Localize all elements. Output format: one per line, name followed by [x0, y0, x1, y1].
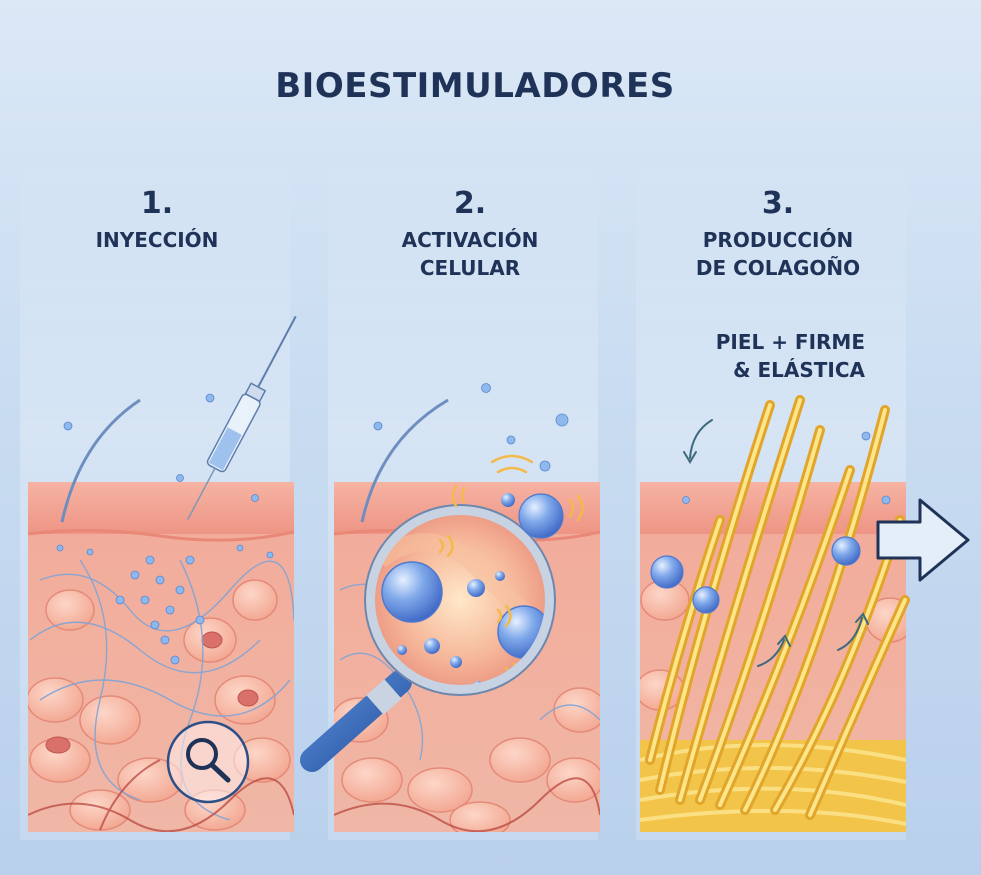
- step-1-label: INYECCIÓN: [37, 226, 277, 254]
- step-2-label: ACTIVACIÓN CELULAR: [350, 226, 590, 282]
- step-3-label-line-1: PRODUCCIÓN: [702, 228, 854, 252]
- step-3-label-line-2: DE COLAGOÑO: [695, 256, 861, 280]
- right-arrow-icon: [876, 498, 970, 582]
- step-2-number: 2.: [453, 186, 487, 221]
- benefit-text: PIEL + FIRME & ELÁSTICA: [680, 328, 865, 384]
- collagen-bundle: [645, 395, 910, 820]
- magnifier-badge-icon: [166, 720, 250, 804]
- step-1-label-line-1: INYECCIÓN: [95, 228, 219, 252]
- floating-droplets-3: [682, 431, 891, 505]
- magnifying-glass-icon: [300, 504, 556, 772]
- benefit-line-2: & ELÁSTICA: [733, 358, 865, 382]
- rotation-arrows: [683, 419, 869, 667]
- step-3-number: 3.: [761, 186, 795, 221]
- floating-droplets: [63, 383, 569, 502]
- diagram-title: BIOESTIMULADORES: [275, 66, 675, 106]
- syringe-icon: [187, 315, 297, 520]
- hair-strand-1: [60, 398, 141, 523]
- skin-panel-injection: [28, 482, 294, 832]
- activated-cells: [451, 454, 584, 539]
- hair-strand-2: [360, 398, 449, 523]
- step-3-label: PRODUCCIÓN DE COLAGOÑO: [658, 226, 898, 282]
- step-2-label-line-1: ACTIVACIÓN: [401, 228, 539, 252]
- benefit-line-1: PIEL + FIRME: [715, 330, 865, 354]
- collagen-cells: [650, 536, 861, 614]
- step-1-number: 1.: [140, 186, 174, 221]
- step-2-label-line-2: CELULAR: [419, 256, 521, 280]
